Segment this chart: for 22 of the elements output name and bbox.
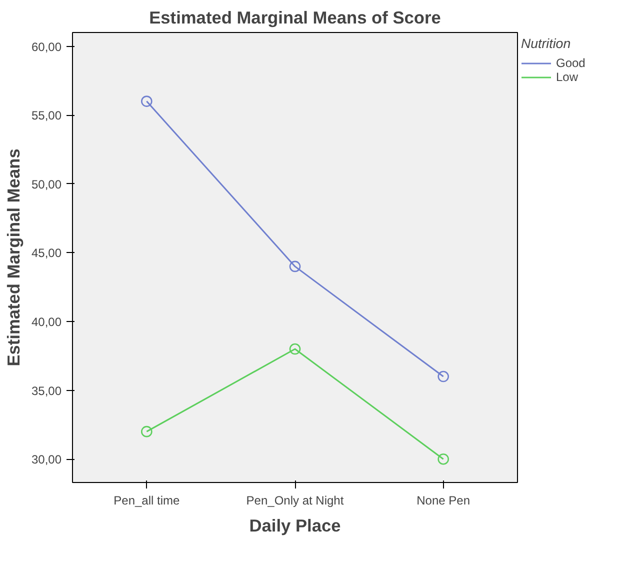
x-tick-label: None Pen (416, 494, 470, 508)
legend-title: Nutrition (521, 36, 572, 51)
x-tick-label: Pen_all time (114, 494, 180, 508)
chart-title: Estimated Marginal Means of Score (149, 8, 442, 28)
y-axis-title: Estimated Marginal Means (3, 148, 24, 366)
y-tick-label: 45,00 (31, 246, 62, 260)
y-tick-label: 55,00 (31, 108, 62, 123)
y-tick-label: 35,00 (31, 384, 62, 398)
y-tick-label: 30,00 (31, 452, 62, 467)
point (289, 343, 301, 355)
legend-label: Low (556, 70, 580, 84)
point (438, 370, 449, 382)
x-tick-label: Pen_Only at Night (246, 494, 344, 508)
legend-label: Good (556, 56, 586, 70)
y-tick-label: 40,00 (31, 314, 62, 329)
x-axis-title: Daily Place (249, 516, 342, 536)
point (289, 260, 301, 272)
point (438, 453, 449, 465)
y-tick-label: 50,00 (31, 177, 62, 192)
y-tick-label: 60,00 (31, 40, 62, 54)
point (141, 426, 152, 438)
point (141, 96, 152, 107)
